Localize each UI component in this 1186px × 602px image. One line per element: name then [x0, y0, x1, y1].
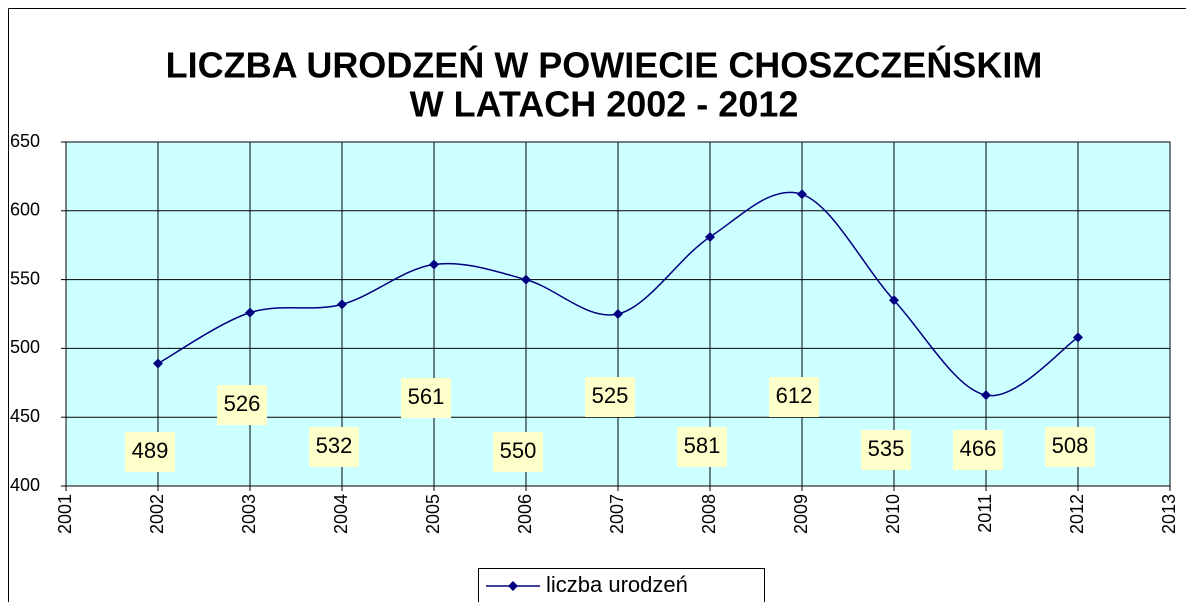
data-label: 525: [592, 383, 629, 408]
data-label-box: [493, 432, 543, 472]
marker: [429, 259, 439, 270]
data-label: 508: [1052, 433, 1089, 458]
data-label: 550: [500, 438, 537, 463]
chart-title: LICZBA URODZEŃ W POWIECIE CHOSZCZEŃSKIM: [166, 45, 1043, 86]
y-tick-label: 400: [10, 475, 40, 495]
x-tick-label: 2009: [791, 494, 811, 534]
marker: [981, 390, 991, 401]
data-label: 489: [132, 438, 169, 463]
marker: [705, 231, 715, 242]
x-tick-label: 2002: [147, 494, 167, 534]
marker: [337, 299, 347, 310]
x-tick-label: 2013: [1159, 494, 1179, 534]
data-label: 466: [960, 436, 997, 461]
x-tick-label: 2007: [607, 494, 627, 534]
y-tick-label: 450: [10, 406, 40, 426]
x-tick-label: 2003: [239, 494, 259, 534]
marker: [153, 358, 163, 369]
x-tick-label: 2012: [1067, 494, 1087, 534]
y-tick-label: 600: [10, 200, 40, 220]
data-label-box: [125, 432, 175, 472]
marker: [889, 295, 899, 306]
legend-label: liczba urodzeń: [546, 572, 688, 597]
data-label-box: [585, 377, 635, 417]
data-label: 526: [224, 391, 261, 416]
data-label: 532: [316, 433, 353, 458]
x-tick-label: 2004: [331, 494, 351, 534]
legend-marker: [508, 581, 518, 591]
data-label-box: [769, 377, 819, 417]
marker: [1073, 332, 1083, 343]
y-tick-label: 500: [10, 337, 40, 357]
data-label-box: [1045, 427, 1095, 467]
data-label-box: [401, 378, 451, 418]
data-label-box: [953, 430, 1003, 470]
data-label-box: [677, 427, 727, 467]
data-label: 612: [776, 383, 813, 408]
data-label-box: [861, 430, 911, 470]
data-label-box: [309, 427, 359, 467]
x-tick-label: 2011: [975, 494, 995, 533]
data-label: 561: [408, 384, 445, 409]
marker: [521, 274, 531, 285]
x-tick-label: 2006: [515, 494, 535, 534]
line: [157, 191, 1079, 397]
marker: [613, 309, 623, 319]
y-tick-label: 650: [10, 131, 40, 151]
x-tick-label: 2010: [883, 494, 903, 534]
x-tick-label: 2005: [423, 494, 443, 534]
x-tick-label: 2008: [699, 494, 719, 534]
chart-title: W LATACH 2002 - 2012: [410, 84, 799, 125]
data-label: 535: [868, 436, 905, 461]
marker: [797, 189, 807, 200]
y-tick-label: 550: [10, 268, 40, 288]
x-tick-label: 2001: [55, 494, 75, 534]
data-label: 581: [684, 433, 721, 458]
marker: [245, 307, 255, 318]
data-label-box: [217, 385, 267, 425]
